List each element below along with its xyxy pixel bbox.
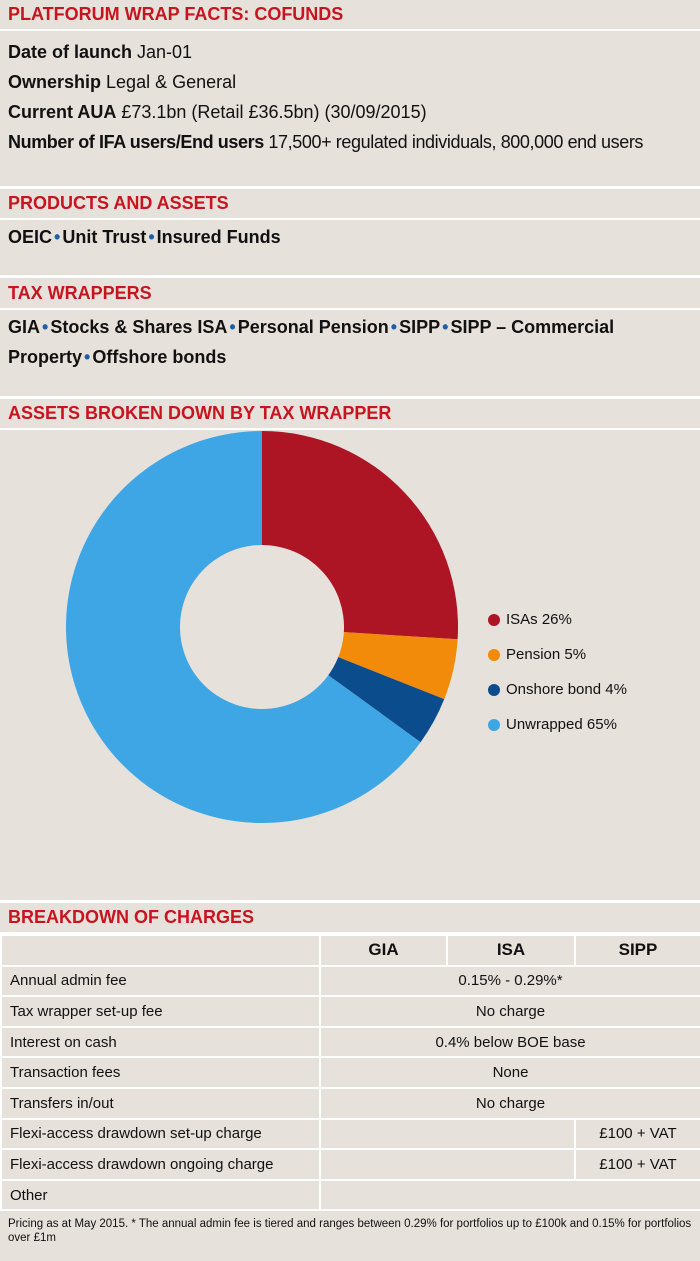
- table-row: Transfers in/out No charge: [0, 1086, 700, 1120]
- page-title: PLATFORUM WRAP FACTS: COFUNDS: [8, 4, 344, 24]
- fact-users: Number of IFA users/End users 17,500+ re…: [8, 127, 692, 157]
- chart-header: ASSETS BROKEN DOWN BY TAX WRAPPER: [0, 399, 700, 430]
- legend-item: ISAs 26%: [488, 602, 627, 637]
- page-title-bar: PLATFORUM WRAP FACTS: COFUNDS: [0, 0, 700, 31]
- row-value: 0.4% below BOE base: [319, 1025, 700, 1059]
- wrapper-item: Personal Pension: [237, 317, 389, 337]
- divider: [0, 396, 700, 399]
- row-value-sipp: £100 + VAT: [574, 1117, 700, 1151]
- bullet-icon: •: [54, 227, 61, 247]
- column-header-sipp: SIPP: [574, 934, 700, 967]
- products-header: PRODUCTS AND ASSETS: [0, 189, 700, 220]
- table-row: Other: [0, 1178, 700, 1212]
- divider: [0, 186, 700, 189]
- row-label: Flexi-access drawdown ongoing charge: [0, 1148, 321, 1181]
- fact-value: £73.1bn (Retail £36.5bn) (30/09/2015): [121, 102, 427, 122]
- product-item: OEIC: [8, 227, 53, 247]
- legend-item: Unwrapped 65%: [488, 707, 627, 742]
- row-label: Transfers in/out: [0, 1086, 321, 1120]
- footnote: Pricing as at May 2015. * The annual adm…: [8, 1218, 692, 1245]
- products-list: OEIC • Unit Trust • Insured Funds: [0, 220, 700, 275]
- legend-swatch-icon: [488, 718, 500, 731]
- donut-chart: ISAs 26% Pension 5% Onshore bond 4% Unwrapp…: [0, 430, 700, 900]
- row-value: No charge: [319, 1086, 700, 1120]
- legend-item: Pension 5%: [488, 637, 627, 672]
- row-value: None: [319, 1056, 700, 1089]
- row-label: Other: [0, 1178, 321, 1212]
- bullet-icon: •: [84, 347, 91, 367]
- divider: [0, 900, 700, 903]
- row-value-sipp: £100 + VAT: [574, 1148, 700, 1181]
- product-item: Insured Funds: [156, 227, 281, 247]
- tax-wrappers-header: TAX WRAPPERS: [0, 278, 700, 310]
- row-value: No charge: [319, 995, 700, 1028]
- chart-legend: ISAs 26% Pension 5% Onshore bond 4% Unwrapp…: [488, 602, 627, 742]
- fact-ownership: Ownership Legal & General: [8, 67, 692, 97]
- row-value: [319, 1178, 700, 1212]
- donut-slice-2: [328, 657, 445, 743]
- row-label: Tax wrapper set-up fee: [0, 995, 321, 1028]
- wrapper-item: Offshore bonds: [92, 347, 227, 367]
- row-label: Annual admin fee: [0, 964, 321, 998]
- table-row: Annual admin fee 0.15% - 0.29%*: [0, 964, 700, 998]
- fact-aua: Current AUA £73.1bn (Retail £36.5bn) (30…: [8, 97, 692, 127]
- table-row: Flexi-access drawdown set-up charge £100…: [0, 1117, 700, 1151]
- donut-svg: [65, 431, 458, 823]
- table-corner: [0, 934, 321, 967]
- legend-swatch-icon: [488, 648, 500, 661]
- fact-value: 17,500+ regulated individuals, 800,000 e…: [268, 132, 644, 152]
- table-row: Interest on cash 0.4% below BOE base: [0, 1025, 700, 1059]
- legend-label: Unwrapped 65%: [506, 716, 617, 733]
- section-title: TAX WRAPPERS: [8, 282, 152, 303]
- bullet-icon: •: [148, 227, 155, 247]
- table-row: Transaction fees None: [0, 1056, 700, 1089]
- legend-label: Pension 5%: [506, 646, 587, 663]
- bullet-icon: •: [42, 317, 49, 337]
- charges-header: BREAKDOWN OF CHARGES: [0, 903, 700, 934]
- legend-swatch-icon: [488, 613, 500, 626]
- divider: [0, 275, 700, 278]
- product-item: Unit Trust: [62, 227, 147, 247]
- fact-label: Number of IFA users/End users: [8, 132, 264, 152]
- bullet-icon: •: [229, 317, 236, 337]
- row-value: 0.15% - 0.29%*: [319, 964, 700, 998]
- bullet-icon: •: [390, 317, 398, 337]
- row-label: Interest on cash: [0, 1025, 321, 1059]
- donut-slice-1: [338, 632, 458, 700]
- legend-label: Onshore bond 4%: [506, 681, 627, 698]
- donut-slice-0: [262, 431, 458, 640]
- fact-value: Legal & General: [106, 72, 237, 92]
- column-header-gia: GIA: [319, 934, 448, 967]
- chart-title: ASSETS BROKEN DOWN BY TAX WRAPPER: [8, 403, 392, 423]
- table-row: Tax wrapper set-up fee No charge: [0, 995, 700, 1028]
- section-title: PRODUCTS AND ASSETS: [8, 193, 229, 213]
- legend-swatch-icon: [488, 683, 500, 696]
- fact-launch: Date of launch Jan-01: [8, 37, 692, 67]
- wrapper-item: Stocks & Shares ISA: [50, 317, 228, 337]
- fact-label: Date of launch: [8, 42, 133, 62]
- wrapper-item: SIPP – Commercial Property: [8, 317, 615, 367]
- row-label: Transaction fees: [0, 1056, 321, 1089]
- column-header-isa: ISA: [446, 934, 576, 967]
- table-header-row: GIA ISA SIPP: [0, 934, 700, 967]
- donut-slice-3: [65, 431, 421, 823]
- row-value: [319, 1117, 576, 1151]
- fact-value: Jan-01: [137, 42, 193, 62]
- wrapper-item: GIA: [8, 317, 41, 337]
- wrapper-item: SIPP: [399, 317, 441, 337]
- bullet-icon: •: [442, 317, 449, 337]
- row-value: [319, 1148, 576, 1181]
- facts-block: Date of launch Jan-01 Ownership Legal & …: [0, 31, 700, 186]
- table-row: Flexi-access drawdown ongoing charge £10…: [0, 1148, 700, 1181]
- charges-table: GIA ISA SIPP Annual admin fee 0.15% - 0.…: [0, 934, 700, 1212]
- legend-item: Onshore bond 4%: [488, 672, 627, 707]
- section-title: BREAKDOWN OF CHARGES: [8, 907, 254, 927]
- fact-label: Ownership: [8, 72, 102, 92]
- row-label: Flexi-access drawdown set-up charge: [0, 1117, 321, 1151]
- legend-label: ISAs 26%: [506, 611, 572, 628]
- fact-label: Current AUA: [8, 102, 117, 122]
- tax-wrappers-list: GIA • Stocks & Shares ISA • Personal Pension…: [0, 310, 700, 396]
